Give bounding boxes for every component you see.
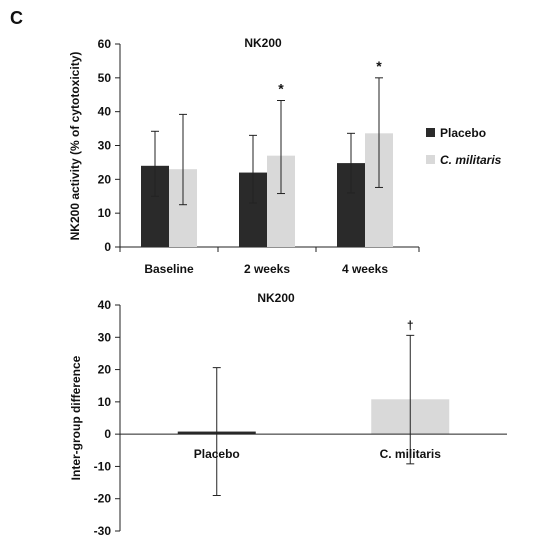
legend-label-placebo: Placebo <box>440 126 486 140</box>
bottom-y-tick-label: -10 <box>94 459 112 473</box>
top-chart: NK200 NK200 activity (% of cytotoxicity)… <box>68 36 502 276</box>
legend-label-c-militaris: C. militaris <box>440 153 502 167</box>
bottom-y-tick-label: 20 <box>98 363 112 377</box>
top-x-tick-label-2-weeks: 2 weeks <box>244 262 290 276</box>
bottom-chart: NK200 Inter-group difference -30 -20 -10 0 1… <box>69 291 507 538</box>
top-annotation-2-weeks: * <box>278 81 284 97</box>
top-y-tick-label: 30 <box>98 139 112 153</box>
top-y-tick-label: 40 <box>98 105 112 119</box>
bottom-y-tick-label: 40 <box>98 298 112 312</box>
legend-swatch-placebo <box>426 128 435 137</box>
top-annotation-4-weeks: * <box>376 58 382 74</box>
top-x-tick-label-baseline: Baseline <box>144 262 194 276</box>
top-x-tick-label-4-weeks: 4 weeks <box>342 262 388 276</box>
top-y-tick-label: 50 <box>98 71 112 85</box>
top-y-tick-label: 10 <box>98 206 112 220</box>
bottom-y-tick-label: -30 <box>94 524 112 538</box>
bottom-y-tick-label: 30 <box>98 330 112 344</box>
bottom-chart-title: NK200 <box>257 291 295 305</box>
bottom-y-tick-label: 10 <box>98 395 112 409</box>
bottom-annotation-c-militaris: † <box>407 318 414 332</box>
top-y-axis-label: NK200 activity (% of cytotoxicity) <box>68 52 82 241</box>
bottom-y-tick-label: 0 <box>104 427 111 441</box>
legend-swatch-c-militaris <box>426 155 435 164</box>
bottom-x-tick-label-c-militaris: C. militaris <box>380 447 442 461</box>
top-chart-title: NK200 <box>244 36 282 50</box>
top-y-tick-label: 20 <box>98 172 112 186</box>
bottom-x-tick-label-placebo: Placebo <box>194 447 240 461</box>
bottom-y-axis-label: Inter-group difference <box>69 355 83 480</box>
top-y-tick-label: 60 <box>98 37 112 51</box>
panel-label: C <box>10 8 23 28</box>
top-legend: Placebo C. militaris <box>426 126 502 167</box>
bottom-y-tick-label: -20 <box>94 492 112 506</box>
top-y-tick-label: 0 <box>104 240 111 254</box>
